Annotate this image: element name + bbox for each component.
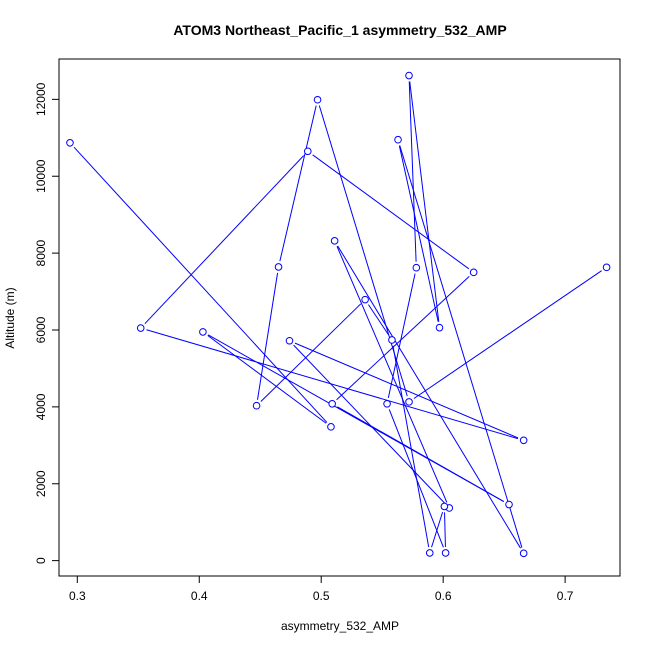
data-series [66, 71, 611, 558]
x-tick-label: 0.6 [435, 589, 452, 603]
series-segment [337, 245, 521, 549]
x-axis: 0.3 0.4 0.5 0.6 0.7 [69, 575, 574, 603]
y-tick-label: 12000 [34, 82, 48, 116]
x-tick-label: 0.4 [191, 589, 208, 603]
data-point [313, 95, 322, 104]
data-point [425, 549, 434, 557]
data-point [602, 263, 611, 272]
data-point [405, 398, 413, 406]
series-segment [398, 145, 439, 322]
series-segment [409, 81, 440, 322]
data-point [330, 237, 339, 245]
data-point [383, 399, 391, 408]
series-segment [260, 303, 362, 402]
y-tick-label: 8000 [34, 239, 48, 266]
data-point [412, 263, 421, 272]
data-point [440, 502, 449, 511]
y-axis: 0 2000 4000 6000 8000 10000 12000 [34, 82, 60, 564]
series-segment [294, 342, 519, 439]
series-segment [413, 270, 602, 399]
data-point [274, 263, 283, 271]
data-point [441, 549, 450, 557]
series-segment [146, 329, 519, 440]
series-segment [207, 335, 327, 424]
x-tick-label: 0.5 [313, 589, 330, 603]
x-tick-label: 0.3 [69, 589, 86, 603]
data-point [469, 268, 478, 277]
data-point [405, 71, 413, 80]
series-segment [257, 272, 279, 400]
data-point [327, 423, 335, 431]
data-point [505, 500, 513, 509]
series-segment [312, 154, 470, 270]
x-tick-label: 0.7 [557, 589, 574, 603]
series-segment [336, 246, 448, 503]
series-segment [408, 81, 417, 262]
data-point [136, 324, 145, 332]
y-axis-label: Altitude (m) [3, 287, 17, 348]
series-segment [444, 512, 446, 547]
series-segment [368, 304, 390, 336]
data-point [394, 135, 402, 144]
series-segment [293, 344, 446, 504]
y-tick-label: 4000 [34, 393, 48, 420]
data-point [252, 401, 261, 410]
data-point [388, 336, 396, 344]
x-axis-label: asymmetry_532_AMP [281, 619, 399, 633]
data-point [199, 328, 207, 336]
data-point [435, 323, 444, 332]
series-segment [399, 145, 523, 548]
series-segment [337, 406, 505, 502]
series-segment [279, 105, 317, 262]
y-tick-label: 0 [34, 557, 48, 564]
chart-title: ATOM3 Northeast_Pacific_1 asymmetry_532_… [173, 22, 506, 38]
series-segment [144, 155, 305, 325]
data-point [519, 549, 528, 558]
series-segment [431, 511, 444, 548]
plot-frame [58, 58, 621, 577]
data-point [66, 138, 74, 147]
y-tick-label: 2000 [34, 470, 48, 497]
y-tick-label: 6000 [34, 316, 48, 343]
data-point [519, 436, 528, 445]
data-point [328, 399, 336, 408]
data-point [285, 336, 294, 345]
data-point [361, 295, 369, 304]
series-segment [387, 273, 416, 399]
series-segment [318, 105, 408, 397]
y-tick-label: 10000 [34, 159, 48, 193]
series-segment [73, 146, 328, 423]
series-segment [336, 276, 470, 401]
data-point [303, 147, 312, 156]
series-segment [392, 345, 430, 548]
